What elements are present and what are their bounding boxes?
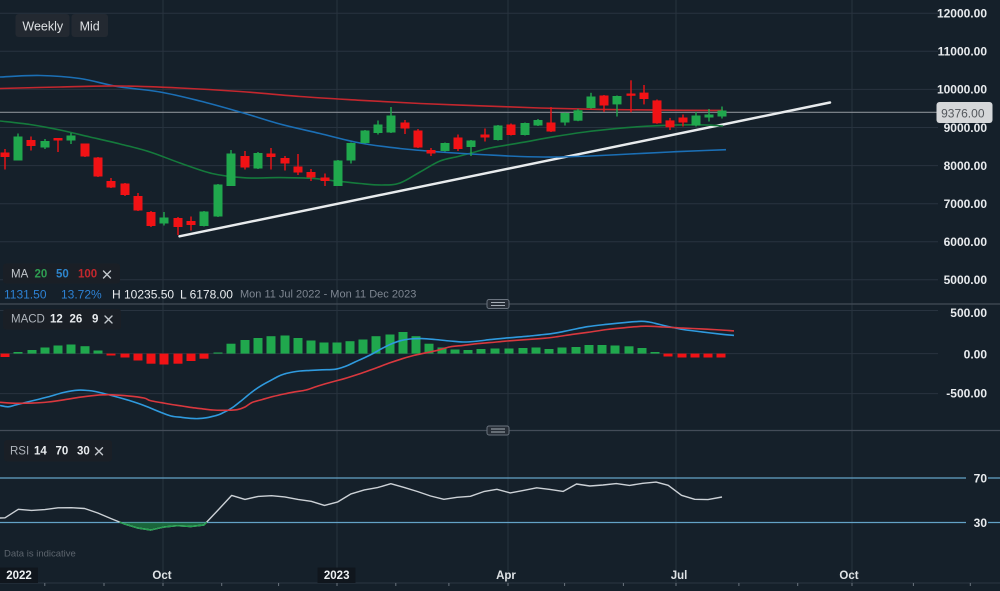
svg-text:L 6178.00: L 6178.00 [180, 288, 233, 302]
svg-text:Oct: Oct [152, 570, 171, 582]
svg-text:12: 12 [50, 314, 63, 326]
svg-text:MACD: MACD [11, 314, 45, 326]
svg-text:MA: MA [11, 269, 29, 281]
svg-text:7000.00: 7000.00 [944, 197, 988, 211]
svg-text:Mon 11 Jul 2022 - Mon 11 Dec 2: Mon 11 Jul 2022 - Mon 11 Dec 2023 [240, 289, 416, 301]
svg-text:RSI: RSI [10, 445, 29, 457]
svg-text:50: 50 [56, 269, 69, 281]
svg-text:100: 100 [78, 269, 97, 281]
svg-text:30: 30 [77, 445, 90, 457]
svg-text:12000.00: 12000.00 [937, 7, 987, 21]
svg-text:70: 70 [974, 472, 988, 486]
svg-text:Weekly: Weekly [22, 19, 64, 33]
svg-text:30: 30 [974, 516, 988, 530]
svg-text:5000.00: 5000.00 [944, 273, 988, 287]
svg-text:2022: 2022 [6, 570, 32, 582]
svg-text:1131.50: 1131.50 [4, 288, 47, 302]
svg-text:6000.00: 6000.00 [944, 235, 988, 249]
svg-text:Mid: Mid [80, 19, 100, 33]
svg-text:14: 14 [34, 445, 47, 457]
svg-text:Jul: Jul [671, 570, 688, 582]
svg-text:Apr: Apr [496, 570, 516, 582]
svg-text:0.00: 0.00 [964, 348, 988, 362]
svg-text:8000.00: 8000.00 [944, 159, 988, 173]
svg-text:Data is indicative: Data is indicative [4, 549, 76, 560]
svg-text:10000.00: 10000.00 [937, 83, 987, 97]
svg-text:11000.00: 11000.00 [938, 45, 988, 59]
svg-text:9000.00: 9000.00 [944, 121, 988, 135]
svg-text:20: 20 [35, 269, 48, 281]
svg-text:Oct: Oct [839, 570, 858, 582]
svg-text:2023: 2023 [324, 570, 350, 582]
svg-text:26: 26 [70, 314, 83, 326]
svg-text:-500.00: -500.00 [946, 387, 987, 401]
svg-text:70: 70 [56, 445, 69, 457]
svg-text:9: 9 [92, 314, 98, 326]
svg-text:13.72%: 13.72% [61, 288, 102, 302]
svg-text:500.00: 500.00 [950, 306, 987, 320]
svg-text:H 10235.50: H 10235.50 [112, 288, 174, 302]
svg-text:9376.00: 9376.00 [941, 106, 985, 120]
